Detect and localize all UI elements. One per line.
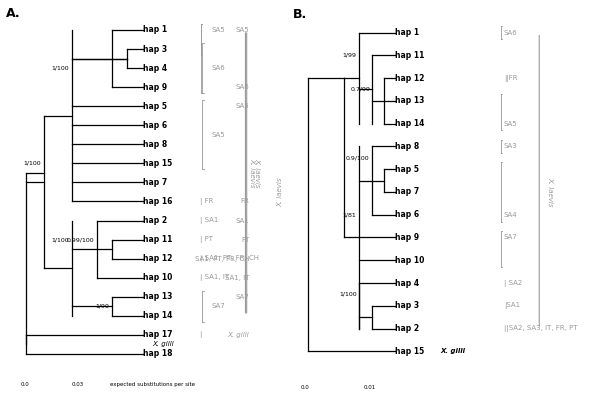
Text: FR: FR (241, 198, 249, 205)
Text: hap 6: hap 6 (142, 121, 167, 130)
Text: | SA2: | SA2 (504, 280, 522, 286)
Text: SA5: SA5 (504, 120, 517, 127)
Text: SA7: SA7 (211, 303, 225, 309)
Text: hap 18: hap 18 (142, 350, 172, 358)
Text: SA5: SA5 (236, 27, 249, 33)
Text: 0.7/99: 0.7/99 (350, 87, 371, 92)
Text: expected substitutions per site: expected substitutions per site (110, 382, 194, 387)
Text: X. gilli: X. gilli (440, 348, 465, 354)
Text: SA4: SA4 (504, 212, 517, 218)
Text: 1/100: 1/100 (24, 161, 41, 166)
Text: hap 4: hap 4 (395, 278, 418, 288)
Text: X. gilli: X. gilli (153, 341, 174, 347)
Text: X. gilli: X. gilli (228, 332, 249, 338)
Text: hap 9: hap 9 (395, 233, 418, 242)
Text: X. laevis: X. laevis (277, 177, 283, 207)
Text: SA6: SA6 (211, 65, 225, 71)
Text: X. laevis: X. laevis (254, 158, 260, 188)
Text: hap 14: hap 14 (395, 119, 424, 128)
Text: SA6: SA6 (504, 30, 518, 36)
Text: hap 8: hap 8 (395, 142, 419, 151)
Text: SA1, PT, FR, CH: SA1, PT, FR, CH (195, 256, 249, 261)
Text: SA5: SA5 (211, 132, 225, 138)
Text: 1/100: 1/100 (51, 66, 69, 71)
Text: hap 15: hap 15 (142, 159, 172, 168)
Text: hap 10: hap 10 (142, 273, 172, 282)
Text: hap 9: hap 9 (142, 83, 167, 92)
Text: hap 11: hap 11 (142, 235, 172, 244)
Text: hap 14: hap 14 (142, 311, 172, 320)
Text: 0.01: 0.01 (364, 386, 376, 391)
Text: hap 16: hap 16 (142, 197, 172, 206)
Text: 1/99: 1/99 (343, 53, 356, 58)
Text: 0.0: 0.0 (21, 382, 30, 387)
Text: hap 8: hap 8 (142, 140, 167, 149)
Text: SA7: SA7 (504, 235, 518, 241)
Text: SA5: SA5 (236, 103, 249, 109)
Text: 1/90: 1/90 (96, 304, 110, 309)
Text: SA1, IT: SA1, IT (225, 275, 249, 281)
Text: ||SA2, SA3, IT, FR, PT: ||SA2, SA3, IT, FR, PT (504, 325, 577, 332)
Text: hap 2: hap 2 (142, 216, 167, 225)
Text: | FR: | FR (200, 198, 213, 205)
Text: | SA1, PT, FR, CH: | SA1, PT, FR, CH (200, 255, 259, 262)
Text: A.: A. (5, 8, 20, 21)
Text: hap 15: hap 15 (395, 347, 424, 356)
Text: hap 5: hap 5 (395, 165, 418, 174)
Text: hap 1: hap 1 (395, 28, 418, 37)
Text: hap 1: hap 1 (142, 25, 167, 34)
Text: SA1: SA1 (235, 218, 249, 224)
Text: | SA1, IT: | SA1, IT (200, 274, 229, 281)
Text: 0.0: 0.0 (301, 386, 310, 391)
Text: ||FR: ||FR (504, 75, 517, 82)
Text: | PT: | PT (200, 236, 213, 243)
Text: hap 13: hap 13 (395, 96, 424, 105)
Text: 1/100: 1/100 (339, 292, 356, 297)
Text: |SA1: |SA1 (504, 302, 520, 309)
Text: X. laevis: X. laevis (249, 158, 255, 188)
Text: SA6: SA6 (235, 84, 249, 90)
Text: B.: B. (293, 8, 307, 21)
Text: PT: PT (241, 237, 249, 243)
Text: hap 3: hap 3 (142, 45, 167, 54)
Text: 0.9/100: 0.9/100 (346, 155, 369, 160)
Text: hap 4: hap 4 (142, 64, 167, 73)
Text: hap 13: hap 13 (142, 292, 172, 301)
Text: hap 5: hap 5 (142, 102, 167, 111)
Text: | SA1: | SA1 (200, 217, 218, 224)
Text: hap 7: hap 7 (395, 188, 419, 196)
Text: hap 7: hap 7 (142, 178, 167, 187)
Text: hap 6: hap 6 (395, 210, 418, 219)
Text: SA3: SA3 (504, 143, 518, 149)
Text: 0.03: 0.03 (72, 382, 84, 387)
Text: 1/81: 1/81 (343, 212, 356, 217)
Text: hap 11: hap 11 (395, 51, 424, 60)
Text: 0.99/100: 0.99/100 (67, 237, 95, 242)
Text: hap 17: hap 17 (142, 330, 172, 339)
Text: SA5: SA5 (211, 27, 225, 33)
Text: hap 12: hap 12 (395, 73, 424, 83)
Text: hap 2: hap 2 (395, 324, 418, 333)
Text: SA7: SA7 (235, 294, 249, 300)
Text: hap 10: hap 10 (395, 256, 424, 265)
Text: hap 12: hap 12 (142, 254, 172, 263)
Text: X. laevis: X. laevis (547, 177, 553, 207)
Text: |: | (200, 331, 204, 339)
Text: hap 3: hap 3 (395, 301, 418, 310)
Text: 1/100: 1/100 (51, 237, 69, 242)
